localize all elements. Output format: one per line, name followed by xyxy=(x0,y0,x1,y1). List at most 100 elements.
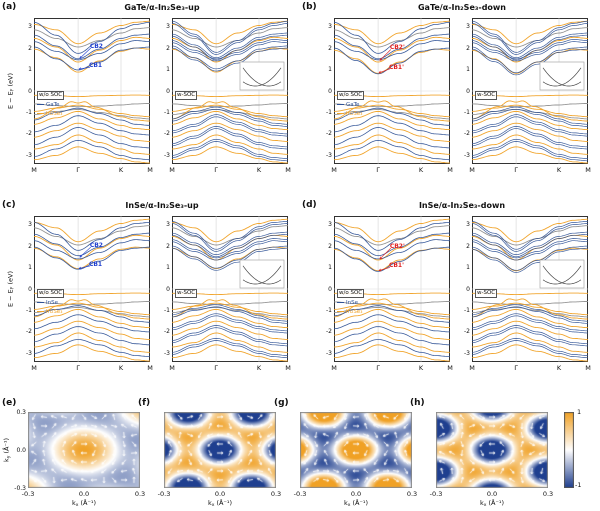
band-path-band_main xyxy=(472,304,588,322)
band-path-band_main xyxy=(334,47,450,75)
soc-tag-d-1: w-SOC xyxy=(475,288,498,298)
x-tick-label: 0.3 xyxy=(406,490,418,498)
band-path-band_main xyxy=(334,232,450,257)
legend-line xyxy=(337,104,344,106)
kx-axis-label-g-pre: k xyxy=(343,499,348,507)
band-path-band_main xyxy=(172,221,288,250)
y-tick-label: -1 xyxy=(326,108,332,116)
y-tick-label: -2 xyxy=(326,328,332,336)
y-tick-label: 0 xyxy=(466,87,470,95)
x-tick-label: -0.3 xyxy=(157,490,171,498)
band-path-band_substrate xyxy=(34,299,150,320)
band-path-band_main xyxy=(472,20,588,53)
band-subplot-c-1 xyxy=(172,216,288,362)
band-path-band_main xyxy=(172,141,288,162)
band-path-band_main xyxy=(334,40,450,61)
band-path-band_main xyxy=(472,23,588,55)
spin-texture-map-e xyxy=(28,412,140,488)
band-path-band_main xyxy=(472,325,588,345)
y-tick-label: 2 xyxy=(466,44,470,52)
y-axis-label-c: E − EF (eV) xyxy=(7,271,16,307)
soc-tag-c-0: w/o SOC xyxy=(37,288,65,298)
band-path-band_main xyxy=(34,127,150,149)
band-path-band_substrate xyxy=(334,20,450,45)
band-path-band_main xyxy=(172,32,288,59)
legend-label: In₂Se₃ xyxy=(346,308,363,315)
band-path-band_substrate xyxy=(334,146,450,164)
x-tick-label: M xyxy=(31,166,37,174)
soc-tag-b-0: w/o SOC xyxy=(337,90,365,100)
y-axis-label-a-post: (eV) xyxy=(6,72,15,89)
band-path-band_main xyxy=(334,107,450,126)
y-tick-label: 1 xyxy=(328,66,332,74)
y-tick-label: 0 xyxy=(166,285,170,293)
x-tick-label: 0.0 xyxy=(78,490,90,498)
band-path-band_main xyxy=(472,245,588,271)
band-path-band_main xyxy=(34,232,150,257)
band-path-band_gray xyxy=(472,307,588,318)
x-tick-label: Γ xyxy=(514,364,518,372)
band-path-band_main xyxy=(172,306,288,324)
y-tick-label: -1 xyxy=(164,306,170,314)
band-path-band_substrate xyxy=(472,320,588,340)
band-path-band_main xyxy=(472,240,588,261)
kx-axis-label-f: kx (Å⁻¹) xyxy=(208,499,232,508)
band-path-band_main xyxy=(172,23,288,55)
legend-line xyxy=(37,311,44,313)
y-tick-label: 0 xyxy=(328,285,332,293)
band-path-band_main xyxy=(172,34,288,61)
kx-axis-label-h: kx (Å⁻¹) xyxy=(480,499,504,508)
panel-label-a: (a) xyxy=(2,2,17,12)
band-path-band_substrate xyxy=(172,20,288,45)
band-path-band_main xyxy=(472,46,588,74)
kx-axis-label-f-post: (Å⁻¹) xyxy=(214,499,233,507)
y-tick-label: 3 xyxy=(328,23,332,31)
band-path-band_substrate xyxy=(34,332,150,353)
y-tick-label: 1 xyxy=(328,264,332,272)
legend-label: InSe xyxy=(46,299,58,306)
legend-item-GaTe: GaTe xyxy=(337,102,359,108)
x-tick-label: K xyxy=(418,364,424,372)
y-tick-label: -3 xyxy=(326,349,332,357)
y-tick-label: -2 xyxy=(464,130,470,138)
kx-axis-label-e-post: (Å⁻¹) xyxy=(78,499,97,507)
legend-label: In₂Se₃ xyxy=(46,308,63,315)
band-path-band_main xyxy=(472,41,588,62)
y-tick-label: 1 xyxy=(166,264,170,272)
ky-axis-label-pre: k xyxy=(2,458,11,463)
y-tick-label: 0 xyxy=(328,87,332,95)
y-tick-label: -3 xyxy=(164,151,170,159)
panel-title-a: GaTe/α-In₂Se₃-up xyxy=(124,3,200,12)
x-tick-label: M xyxy=(169,166,175,174)
band-path-band_main xyxy=(472,340,588,359)
band-path-band_main xyxy=(334,33,450,60)
legend-line xyxy=(337,302,344,304)
band-path-band_main xyxy=(172,313,288,332)
band-path-band_substrate xyxy=(34,101,150,122)
x-tick-label: Γ xyxy=(76,166,80,174)
x-tick-label: M xyxy=(147,364,153,372)
band-path-band_main xyxy=(472,327,588,347)
x-tick-label: M xyxy=(447,364,453,372)
y-tick-label: -3 xyxy=(326,151,332,159)
soc-tag-a-1: w-SOC xyxy=(175,90,198,100)
soc-inset-band xyxy=(542,265,582,285)
band-path-band_main xyxy=(334,222,450,251)
band-path-band_substrate xyxy=(472,344,588,362)
panel-label-b: (b) xyxy=(302,2,317,12)
band-path-band_substrate xyxy=(34,110,150,131)
band-path-band_substrate xyxy=(34,122,150,142)
y-tick-label: 0 xyxy=(466,285,470,293)
band-path-band_main xyxy=(172,238,288,259)
band-path-band_main xyxy=(172,41,288,62)
band-path-band_main xyxy=(472,32,588,59)
band-path-band_main xyxy=(34,339,150,357)
band-path-band_main xyxy=(334,305,450,323)
panel-label-e: (e) xyxy=(2,398,17,408)
band-path-band_main xyxy=(172,108,288,127)
colorbar: 1 -1 xyxy=(560,405,600,505)
x-tick-label: -0.3 xyxy=(293,490,307,498)
band-path-band_main xyxy=(334,139,450,161)
band-path-band_main xyxy=(472,138,588,159)
band-annotation-CB2': CB2' xyxy=(389,44,405,52)
